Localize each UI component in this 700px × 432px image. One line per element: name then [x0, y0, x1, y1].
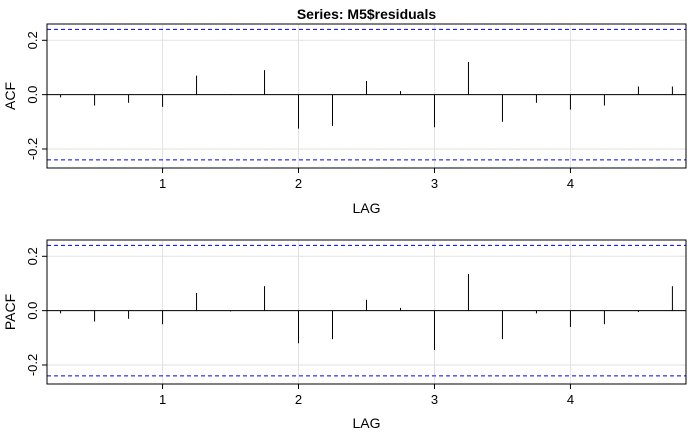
x-tick-label: 3 — [431, 392, 438, 407]
y-tick-label: 0.2 — [25, 247, 40, 265]
x-tick-label: 2 — [295, 392, 302, 407]
x-tick-label: 2 — [295, 176, 302, 191]
y-tick-label: 0.0 — [25, 86, 40, 104]
x-tick-label: 4 — [567, 392, 574, 407]
x-tick-label: 1 — [159, 392, 166, 407]
y-tick-label: -0.2 — [25, 138, 40, 160]
y-axis-label: ACF — [2, 82, 18, 110]
plot-frame — [46, 23, 687, 169]
y-tick-label: 0.2 — [25, 31, 40, 49]
x-axis-label: LAG — [352, 200, 380, 216]
x-tick-label: 4 — [567, 176, 574, 191]
y-tick-label: -0.2 — [25, 354, 40, 376]
y-axis-label: PACF — [2, 294, 18, 330]
chart-title: Series: M5$residuals — [297, 6, 437, 22]
plot-frame — [46, 239, 687, 385]
pacf-panel: 1 2 3 4 -0.2 0.0 0.2 LAG PACF — [2, 239, 687, 431]
y-tick-label: 0.0 — [25, 302, 40, 320]
x-tick-label: 3 — [431, 176, 438, 191]
x-tick-label: 1 — [159, 176, 166, 191]
x-axis-label: LAG — [352, 415, 380, 431]
acf-panel: 1 2 3 4 -0.2 0.0 0.2 LAG ACF Series: M5$residuals — [2, 6, 687, 216]
